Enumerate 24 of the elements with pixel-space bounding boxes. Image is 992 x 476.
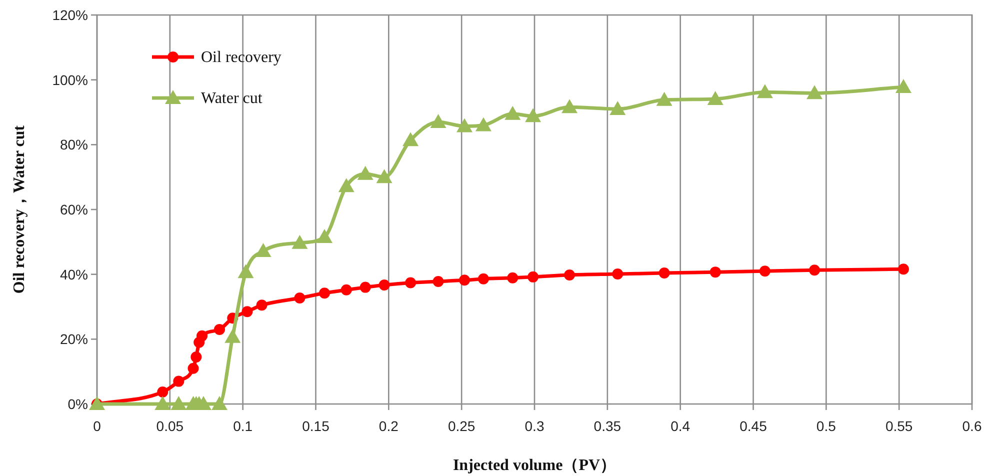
x-tick-label: 0.55 bbox=[885, 418, 913, 434]
x-tick-label: 0.6 bbox=[962, 418, 982, 434]
legend-label: Water cut bbox=[201, 90, 263, 107]
y-tick-label: 20% bbox=[60, 331, 88, 348]
x-tick-label: 0.2 bbox=[378, 418, 399, 434]
x-tick-label: 0.05 bbox=[156, 418, 184, 434]
y-tick-label: 120% bbox=[52, 7, 88, 23]
x-tick-label: 0.35 bbox=[594, 418, 622, 434]
x-tick-label: 0.4 bbox=[670, 418, 690, 434]
x-tick-label: 0.25 bbox=[448, 418, 476, 434]
x-tick-label: 0.45 bbox=[740, 418, 768, 434]
y-tick-label: 0% bbox=[68, 396, 88, 412]
y-tick-label: 80% bbox=[60, 136, 88, 153]
x-tick-label: 0.3 bbox=[524, 418, 544, 434]
y-axis-title: Oil recovery，Water cut bbox=[11, 124, 28, 294]
x-tick-label: 0 bbox=[93, 418, 102, 434]
x-tick-label: 0.15 bbox=[302, 418, 330, 434]
y-tick-label: 100% bbox=[52, 72, 88, 88]
y-tick-label: 60% bbox=[60, 202, 88, 218]
x-axis-title: Injected volume（PV） bbox=[452, 457, 616, 474]
y-tick-label: 40% bbox=[60, 266, 88, 282]
legend-label: Oil recovery bbox=[201, 49, 282, 66]
x-tick-label: 0.5 bbox=[816, 418, 836, 434]
x-tick-label: 0.1 bbox=[233, 418, 253, 434]
